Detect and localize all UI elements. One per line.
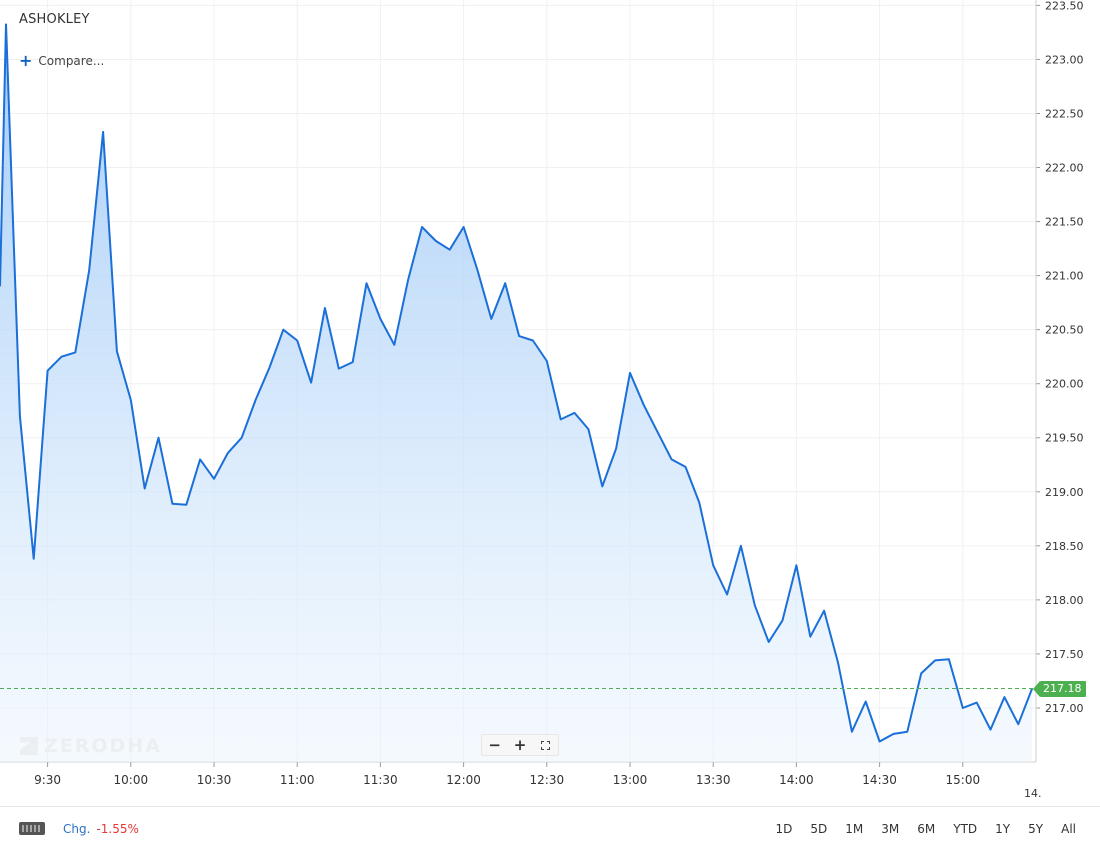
y-tick-label: 221.50 [1045, 216, 1084, 229]
chart-area[interactable]: 217.00 217.50 218.00 218.50 219.00 219.50 220.… [0, 0, 1100, 805]
y-tick-label: 223.00 [1045, 53, 1084, 66]
y-tick-label: 217.00 [1045, 702, 1084, 715]
period-all[interactable]: All [1061, 821, 1076, 836]
y-tick-label: 219.50 [1045, 432, 1084, 445]
keyboard-icon[interactable] [19, 822, 45, 835]
period-5d[interactable]: 5D [810, 821, 828, 836]
y-tick-label: 223.50 [1045, 0, 1084, 12]
watermark: ZERODHA [20, 735, 162, 757]
y-tick-label: 222.50 [1045, 107, 1084, 120]
y-tick-label: 218.00 [1045, 594, 1084, 607]
x-tick-label: 13:30 [696, 773, 731, 787]
x-tick-label: 14:30 [862, 773, 897, 787]
price-line-lead [0, 23, 7, 287]
x-tick-label: 15:00 [946, 773, 981, 787]
chart-footer: Chg. -1.55% 1D 5D 1M 3M 6M YTD 1Y 5Y All [0, 806, 1100, 850]
x-tick-label: 10:00 [114, 773, 149, 787]
y-tick-label: 218.50 [1045, 540, 1084, 553]
watermark-text: ZERODHA [44, 735, 162, 757]
period-selector: 1D 5D 1M 3M 6M YTD 1Y 5Y All [758, 807, 1076, 850]
price-area-fill [0, 23, 1033, 763]
y-tick-label: 221.00 [1045, 270, 1084, 283]
y-tick-label: 220.50 [1045, 324, 1084, 337]
y-tick-label: 222.00 [1045, 162, 1084, 175]
x-tick-label: 11:30 [363, 773, 398, 787]
compare-button[interactable]: + Compare... [19, 51, 105, 70]
fullscreen-button[interactable] [535, 736, 555, 754]
x-axis-trailing-label: 14. [1024, 787, 1042, 800]
change-value: -1.55% [96, 821, 139, 836]
period-1m[interactable]: 1M [845, 821, 864, 836]
period-6m[interactable]: 6M [917, 821, 936, 836]
y-tick-label: 217.50 [1045, 648, 1084, 661]
x-tick-label: 12:00 [446, 773, 481, 787]
price-line [5, 23, 1034, 743]
x-tick-label: 14:00 [779, 773, 814, 787]
period-5y[interactable]: 5Y [1028, 821, 1044, 836]
x-tick-label: 12:30 [530, 773, 565, 787]
zerodha-logo-icon [20, 737, 38, 755]
compare-label: Compare... [38, 54, 105, 68]
x-tick-label: 13:00 [613, 773, 648, 787]
change-label: Chg. [63, 821, 91, 836]
zoom-out-button[interactable]: − [488, 736, 501, 754]
y-tick-label: 219.00 [1045, 486, 1084, 499]
x-tick-label: 9:30 [34, 773, 61, 787]
period-ytd[interactable]: YTD [953, 821, 978, 836]
y-tick-label: 220.00 [1045, 378, 1084, 391]
zoom-controls: − + [481, 734, 559, 756]
plus-icon: + [19, 51, 33, 70]
last-price-tag: 217.18 [1033, 681, 1086, 697]
fullscreen-icon [540, 740, 550, 750]
period-3m[interactable]: 3M [881, 821, 900, 836]
x-tick-label: 11:00 [280, 773, 315, 787]
period-1y[interactable]: 1Y [995, 821, 1011, 836]
zoom-in-button[interactable]: + [513, 736, 527, 754]
price-chart[interactable]: 217.00 217.50 218.00 218.50 219.00 219.50 220.… [0, 0, 1100, 805]
period-1d[interactable]: 1D [775, 821, 793, 836]
x-tick-label: 10:30 [197, 773, 232, 787]
symbol-label: ASHOKLEY [19, 12, 90, 27]
